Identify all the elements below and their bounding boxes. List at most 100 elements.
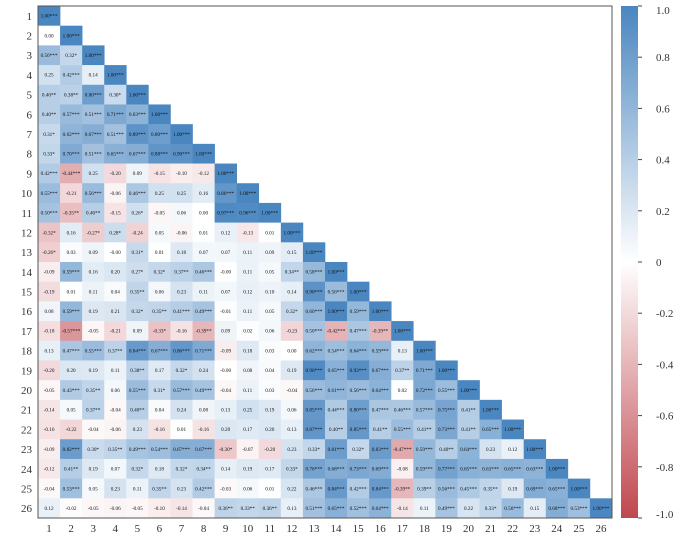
heatmap-cell [523,478,547,499]
y-tick-label: 17 [21,326,33,338]
heatmap-cell [170,124,193,145]
cell-value-label: 0.41*** [173,309,190,315]
cell-value-label: 0.15 [287,250,296,256]
heatmap-cell [214,262,237,282]
cell-value-label: 0.84*** [129,348,146,354]
cell-value-label: 0.35** [152,486,167,492]
cell-value-label: 0.59*** [63,270,80,276]
cell-value-label: 1.00*** [372,309,389,315]
cell-value-label: 0.89*** [129,132,146,138]
heatmap-cell [126,419,149,440]
heatmap-cell [435,478,458,499]
heatmap-cell [104,301,127,322]
cell-value-label: -0.13 [242,230,253,236]
heatmap-cell [82,439,105,460]
heatmap-cell [104,124,127,145]
x-tick-label: 23 [529,523,541,535]
cell-value-label: 0.23 [177,486,186,492]
heatmap-cell [104,380,127,401]
heatmap-cell [60,498,83,519]
cell-value-label: -0.14 [44,407,55,413]
heatmap-cell [258,419,282,440]
heatmap-cell [126,439,149,460]
cell-value-label: 0.25 [177,191,186,197]
heatmap-cell [170,163,193,184]
cell-value-label: 0.11 [133,486,142,492]
heatmap-cell [38,301,61,322]
colorbar-tick-label: 0.8 [656,52,670,64]
heatmap-cell [302,478,326,499]
heatmap-cell [369,458,392,479]
heatmap-cell [192,262,215,282]
heatmap-cell [302,321,326,342]
heatmap-cell [236,281,260,302]
heatmap-cell [280,419,304,440]
cell-value-label: 1.00*** [328,309,345,315]
cell-value-label: 0.12 [243,289,252,295]
cell-value-label: 0.17 [243,427,252,433]
cell-value-label: -0.05 [88,329,99,335]
cell-value-label: -0.24 [132,230,143,236]
heatmap-cell [170,458,193,479]
y-tick-label: 22 [21,424,32,436]
cell-value-label: 0.71*** [416,368,433,374]
heatmap-cell [347,281,370,302]
heatmap-cell [60,321,83,342]
cell-value-label: 0.62*** [306,348,323,354]
heatmap-cell [170,281,193,302]
heatmap-cell [280,478,304,499]
cell-value-label: 0.50*** [306,329,323,335]
heatmap-cell [258,399,282,420]
heatmap-cell [104,84,127,105]
heatmap-cell [325,419,348,440]
cell-value-label: 0.40** [42,92,57,98]
plot-frame [37,5,613,519]
cell-value-label: 0.19 [89,368,98,374]
heatmap-cell [280,380,304,401]
heatmap-cell [545,478,569,499]
cell-value-label: -0.10 [154,506,165,512]
heatmap-cell [258,360,282,381]
y-tick-label: 25 [21,483,33,495]
colorbar-gradient [621,6,638,518]
cell-value-label: 0.55*** [394,427,411,433]
heatmap-cell [391,380,414,401]
heatmap-cell [236,419,260,440]
heatmap-cell [148,439,171,460]
heatmap-cell [38,478,61,499]
cell-value-label: -0.05 [132,506,143,512]
heatmap-cell [126,380,149,401]
cell-value-label: 0.19 [508,486,517,492]
heatmap-cell [325,439,348,460]
heatmap-cell [82,222,105,243]
heatmap-cell [38,45,61,66]
cell-value-label: 0.71*** [107,112,124,118]
heatmap-cell [435,439,458,460]
heatmap-cell [148,399,171,420]
cell-value-label: -0.16 [154,427,165,433]
cell-value-label: 0.20 [265,427,274,433]
heatmap-cell [280,458,304,479]
heatmap-cell [38,6,61,26]
cell-value-label: -0.32* [42,230,56,236]
cell-value-label: 0.55*** [41,191,58,197]
heatmap-cell [60,104,83,125]
y-tick-label: 10 [21,188,33,200]
cell-value-label: -0.02 [66,506,77,512]
cell-value-label: 0.85*** [350,427,367,433]
cell-value-label: 0.24 [199,368,208,374]
cell-value-label: -0.30* [219,447,233,453]
cell-value-label: 0.02 [398,388,407,394]
cell-value-label: 0.65*** [504,467,521,473]
cell-value-label: 0.59*** [350,309,367,315]
colorbar-tick-label: -0.8 [656,462,674,474]
heatmap-cell [258,321,282,342]
heatmap-cell [60,124,83,145]
cell-value-label: -0.16 [44,427,55,433]
heatmap-cell [214,399,237,420]
heatmap-cell [148,458,171,479]
heatmap-cell [170,380,193,401]
heatmap-cell [214,281,237,302]
cell-value-label: 1.00*** [593,506,610,512]
heatmap-cell [325,340,348,361]
